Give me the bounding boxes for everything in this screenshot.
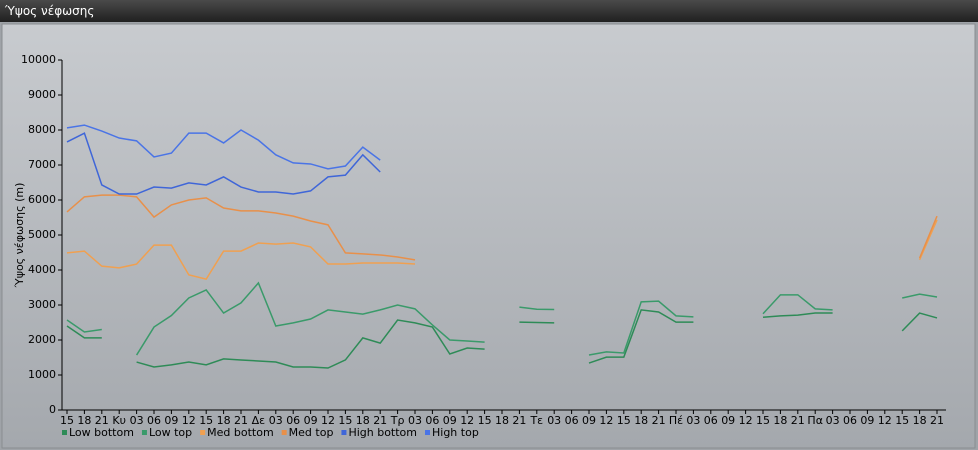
x-tick-label: Τε [529,414,543,427]
window-title: Ύψος νέφωσης [0,0,978,22]
legend-swatch [141,430,147,435]
x-tick-label: Πέ [669,414,683,427]
legend-label: Med bottom [207,426,274,439]
x-tick-label: 09 [721,414,735,427]
x-tick-label: 06 [425,414,439,427]
x-tick-label: 21 [512,414,526,427]
x-tick-label: 06 [704,414,718,427]
legend-label: High top [432,426,479,439]
x-tick-label: Πα [807,414,823,427]
series-line [66,281,938,356]
y-axis-label: Ύψος νέφωσης (m) [13,183,26,289]
y-tick-label: 6000 [28,193,56,206]
x-tick-label: 03 [408,414,422,427]
legend-swatch [200,430,206,435]
x-tick-label: Κυ [112,414,126,427]
x-tick-label: 12 [739,414,753,427]
x-tick-label: 09 [304,414,318,427]
x-tick-label: 18 [773,414,787,427]
x-tick-label: 21 [95,414,109,427]
x-tick-label: 09 [443,414,457,427]
legend-label: Low top [149,426,192,439]
legend-swatch [341,430,347,435]
x-tick-label: 15 [756,414,770,427]
legend-label: Low bottom [69,426,134,439]
y-tick-label: 5000 [28,228,56,241]
x-tick-label: 18 [495,414,509,427]
x-tick-label: 15 [478,414,492,427]
x-tick-label: 09 [860,414,874,427]
legend-label: High bottom [348,426,417,439]
y-tick-label: 7000 [28,158,56,171]
series-line [66,124,381,170]
x-tick-label: 21 [930,414,944,427]
x-tick-label: 21 [234,414,248,427]
series-line [66,132,381,195]
series-line [66,219,938,280]
x-tick-label: 18 [77,414,91,427]
x-tick-label: 06 [843,414,857,427]
legend-swatch [425,430,430,435]
x-tick-label: 15 [338,414,352,427]
x-tick-label: 18 [634,414,648,427]
series-line [66,309,938,369]
x-tick-label: 03 [826,414,840,427]
series-line [66,194,938,261]
x-tick-label: 06 [286,414,300,427]
legend-label: Med top [289,426,334,439]
x-tick-label: 06 [147,414,161,427]
x-tick-label: 18 [356,414,370,427]
y-tick-label: 9000 [28,88,56,101]
y-tick-label: 2000 [28,333,56,346]
x-tick-label: 15 [60,414,74,427]
x-tick-label: 12 [599,414,613,427]
x-tick-label: 09 [582,414,596,427]
x-tick-label: 03 [547,414,561,427]
x-tick-label: 21 [652,414,666,427]
x-tick-label: 12 [460,414,474,427]
y-tick-label: 1000 [28,368,56,381]
x-tick-label: 12 [182,414,196,427]
legend-swatch [281,430,287,435]
y-tick-label: 0 [49,403,56,416]
x-tick-label: 12 [878,414,892,427]
x-tick-label: 09 [164,414,178,427]
x-tick-label: 03 [130,414,144,427]
chart-panel [1,23,976,449]
x-tick-label: 06 [565,414,579,427]
y-tick-label: 8000 [28,123,56,136]
x-tick-label: 03 [269,414,283,427]
x-tick-label: 15 [617,414,631,427]
x-tick-label: Δε [252,414,266,427]
y-tick-label: 4000 [28,263,56,276]
x-tick-label: 12 [321,414,335,427]
x-tick-label: 15 [895,414,909,427]
x-tick-label: 18 [913,414,927,427]
x-tick-label: 21 [791,414,805,427]
x-tick-label: Τρ [390,414,405,427]
y-tick-label: 3000 [28,298,56,311]
x-tick-label: 15 [199,414,213,427]
x-tick-label: 21 [373,414,387,427]
y-tick-label: 10000 [21,53,56,66]
x-tick-label: 18 [217,414,231,427]
x-tick-label: 03 [686,414,700,427]
legend-swatch [62,430,67,435]
